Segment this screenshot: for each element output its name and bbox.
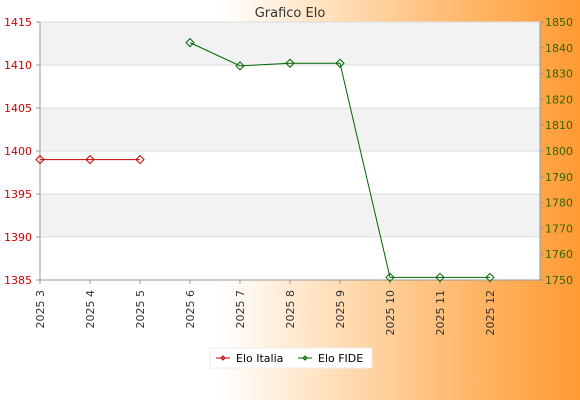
x-tick-label: 2025 12 — [484, 290, 497, 336]
right-tick-label: 1810 — [545, 119, 573, 132]
x-tick-label: 2025 9 — [334, 290, 347, 329]
x-tick-label: 2025 7 — [234, 290, 247, 329]
right-tick-label: 1770 — [545, 222, 573, 235]
right-tick-label: 1800 — [545, 145, 573, 158]
data-point — [485, 272, 495, 283]
right-tick-label: 1850 — [545, 16, 573, 29]
x-tick-label: 2025 5 — [134, 290, 147, 329]
x-tick-label: 2025 3 — [34, 290, 47, 329]
series-elo-fide — [185, 37, 495, 283]
x-tick-label: 2025 8 — [284, 290, 297, 329]
legend-item: Elo Italia — [216, 352, 283, 365]
right-tick-label: 1840 — [545, 42, 573, 55]
series-layer — [35, 37, 495, 283]
x-tick-label: 2025 4 — [84, 290, 97, 329]
data-point — [85, 154, 95, 165]
left-tick-label: 1400 — [4, 145, 32, 158]
legend: Elo Italia Elo FIDE — [209, 347, 373, 369]
legend-box — [209, 347, 373, 369]
left-tick-label: 1405 — [4, 102, 32, 115]
left-tick-label: 1390 — [4, 231, 32, 244]
right-y-axis: 1750 1760 1770 1780 1790 1800 1810 1820 1830 1840… — [539, 16, 573, 287]
x-axis: 2025 3 2025 4 2025 5 2025 6 2025 7 2025 8 2025… — [34, 279, 540, 336]
left-tick-label: 1395 — [4, 188, 32, 201]
plot-band — [40, 194, 540, 237]
x-tick-label: 2025 11 — [434, 290, 447, 336]
right-tick-label: 1790 — [545, 171, 573, 184]
data-point — [435, 272, 445, 283]
data-point — [235, 61, 245, 71]
legend-item: Elo FIDE — [298, 352, 363, 365]
x-tick-label: 2025 10 — [384, 290, 397, 336]
legend-label: Elo FIDE — [318, 352, 363, 365]
right-tick-label: 1750 — [545, 274, 573, 287]
right-tick-label: 1830 — [545, 68, 573, 81]
left-y-axis: 1385 1390 1395 1400 1405 1410 1415 — [4, 16, 41, 287]
legend-swatch-marker — [220, 355, 226, 361]
right-tick-label: 1760 — [545, 248, 573, 261]
data-point — [185, 37, 195, 48]
right-tick-label: 1780 — [545, 197, 573, 210]
data-point — [335, 58, 345, 68]
legend-swatch-marker — [302, 355, 308, 361]
legend-label: Elo Italia — [236, 352, 283, 365]
left-tick-label: 1415 — [4, 16, 32, 29]
data-point — [385, 272, 395, 283]
data-point — [285, 58, 295, 68]
data-point — [135, 154, 145, 165]
left-tick-label: 1410 — [4, 59, 32, 72]
chart-title: Grafico Elo — [255, 6, 326, 21]
data-point — [35, 154, 45, 165]
series-line — [189, 42, 490, 278]
left-tick-label: 1385 — [4, 274, 32, 287]
plot-band — [40, 108, 540, 151]
x-tick-label: 2025 6 — [184, 290, 197, 329]
right-tick-label: 1820 — [545, 93, 573, 106]
series-elo-italia — [35, 154, 145, 165]
plot-band — [40, 22, 540, 65]
